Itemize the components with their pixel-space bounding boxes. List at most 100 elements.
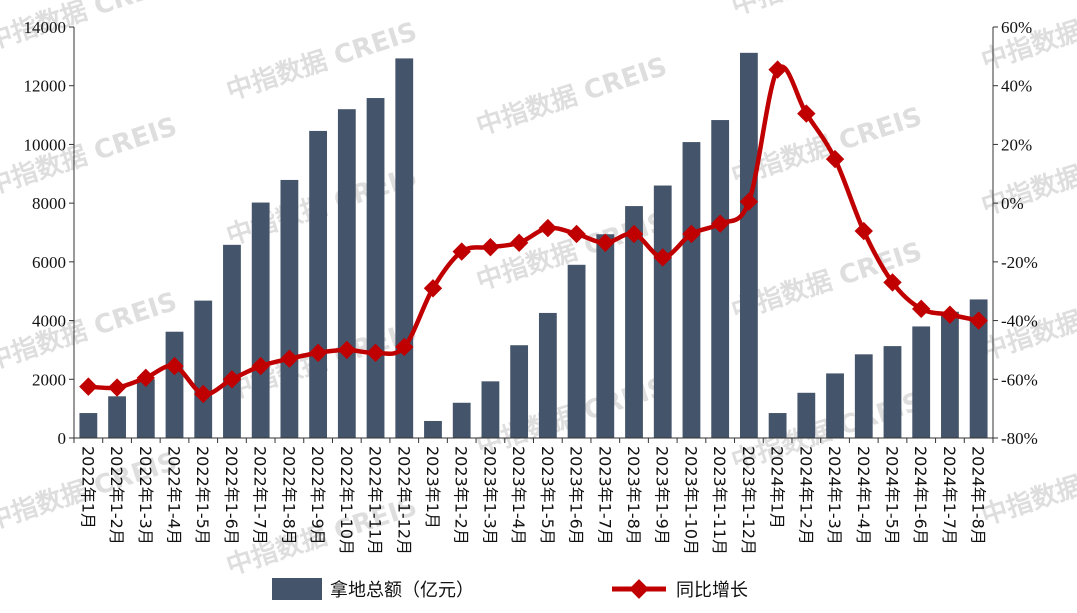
x-category-label: 2023年1-7月 [595, 446, 614, 545]
bar [280, 179, 299, 438]
watermark: 中指数据 CREIS [0, 287, 181, 377]
x-category-label: 2022年1-2月 [107, 446, 126, 545]
bar [510, 345, 529, 438]
left-tick-label: 10000 [24, 135, 67, 154]
bar [481, 381, 500, 438]
growth-marker [509, 233, 529, 252]
watermark: 中指数据 CREIS [223, 17, 421, 107]
growth-marker [940, 305, 960, 324]
watermark: 中指数据 CREIS [0, 112, 181, 202]
growth-marker [912, 299, 931, 319]
x-category-label: 2024年1-2月 [796, 446, 815, 545]
right-tick-label: 60% [1001, 18, 1032, 37]
x-category-label: 2023年1-3月 [480, 446, 499, 545]
x-category-label: 2022年1-10月 [337, 446, 356, 555]
bar [739, 52, 758, 438]
left-tick-label: 6000 [32, 253, 66, 272]
watermark: 中指数据 CREIS [978, 442, 1077, 532]
right-tick-label: -80% [1001, 429, 1038, 448]
growth-marker [222, 370, 242, 389]
line-series [79, 60, 988, 404]
bar [424, 420, 442, 438]
bar [883, 346, 902, 438]
bar [625, 206, 643, 438]
bar [194, 300, 213, 438]
x-category-label: 2024年1月 [768, 446, 787, 529]
x-category-label: 2022年1-11月 [366, 446, 385, 555]
left-tick-label: 12000 [24, 77, 67, 96]
left-tick-label: 2000 [32, 370, 66, 389]
growth-marker [395, 337, 414, 357]
right-tick-label: -40% [1001, 312, 1038, 331]
bar [309, 130, 328, 438]
growth-marker [452, 242, 471, 261]
growth-marker [538, 218, 558, 238]
bar [797, 392, 816, 438]
x-category-label: 2024年1-4月 [854, 446, 873, 545]
bar-series [79, 52, 988, 439]
x-category-label: 2023年1月 [423, 446, 442, 529]
right-tick-label: -60% [1001, 370, 1038, 389]
bar [108, 396, 126, 438]
growth-marker [567, 224, 586, 244]
x-category-label: 2024年1-8月 [969, 446, 988, 545]
bar [711, 120, 730, 439]
growth-marker [423, 279, 443, 298]
x-category-label: 2023年1-11月 [710, 446, 729, 555]
bar [452, 402, 471, 438]
growth-marker [624, 224, 644, 244]
x-category-label: 2022年1-3月 [136, 446, 155, 545]
bar [768, 413, 787, 438]
x-category-label: 2023年1-5月 [538, 446, 557, 545]
bar [567, 264, 586, 438]
x-category-label: 2022年1-4月 [165, 446, 184, 545]
bar [682, 142, 701, 438]
legend-swatch-bars [272, 578, 322, 600]
x-axis-labels: 2022年1月 2022年1-2月 2022年1-3月 2022年1-4月 2022年1… [78, 446, 987, 555]
bar [538, 312, 557, 438]
growth-marker [481, 237, 500, 257]
left-tick-label: 0 [58, 429, 67, 448]
growth-marker [710, 214, 730, 233]
bar [596, 234, 615, 438]
growth-marker [79, 377, 98, 396]
right-tick-label: -20% [1001, 253, 1038, 272]
left-tick-label: 14000 [24, 18, 67, 37]
bar [251, 202, 270, 438]
bar [165, 331, 184, 438]
bar [223, 244, 241, 438]
right-tick-label: 40% [1001, 77, 1032, 96]
left-tick-label: 4000 [32, 312, 66, 331]
x-category-label: 2022年1-7月 [251, 446, 270, 545]
x-category-label: 2024年1-6月 [911, 446, 930, 545]
x-category-label: 2023年1-12月 [739, 446, 758, 555]
growth-marker [251, 356, 270, 376]
watermark: 中指数据 CREIS [728, 0, 926, 22]
growth-marker [366, 343, 385, 363]
x-category-label: 2024年1-7月 [940, 446, 959, 545]
bar [79, 413, 98, 438]
growth-marker [337, 340, 357, 360]
right-tick-label: 0% [1001, 194, 1024, 213]
growth-marker [682, 224, 701, 244]
x-category-label: 2023年1-10月 [681, 446, 700, 555]
x-category-label: 2023年1-9月 [653, 446, 672, 545]
x-category-label: 2022年1-6月 [222, 446, 241, 545]
legend: 拿地总额（亿元） 同比增长 [272, 578, 748, 601]
growth-marker [883, 273, 902, 292]
bar [653, 185, 672, 438]
x-category-label: 2022年1月 [78, 446, 97, 529]
legend-label-bars: 拿地总额（亿元） [330, 579, 474, 601]
growth-marker [107, 378, 127, 397]
growth-marker [768, 60, 787, 79]
watermark: 中指数据 CREIS [473, 52, 671, 142]
bar [136, 379, 155, 438]
growth-marker [194, 384, 213, 404]
x-category-label: 2022年1-12月 [394, 446, 413, 555]
growth-marker [739, 192, 759, 211]
growth-marker [854, 221, 873, 241]
x-category-label: 2024年1-5月 [882, 446, 901, 545]
bar [912, 326, 931, 438]
bar [854, 354, 873, 438]
